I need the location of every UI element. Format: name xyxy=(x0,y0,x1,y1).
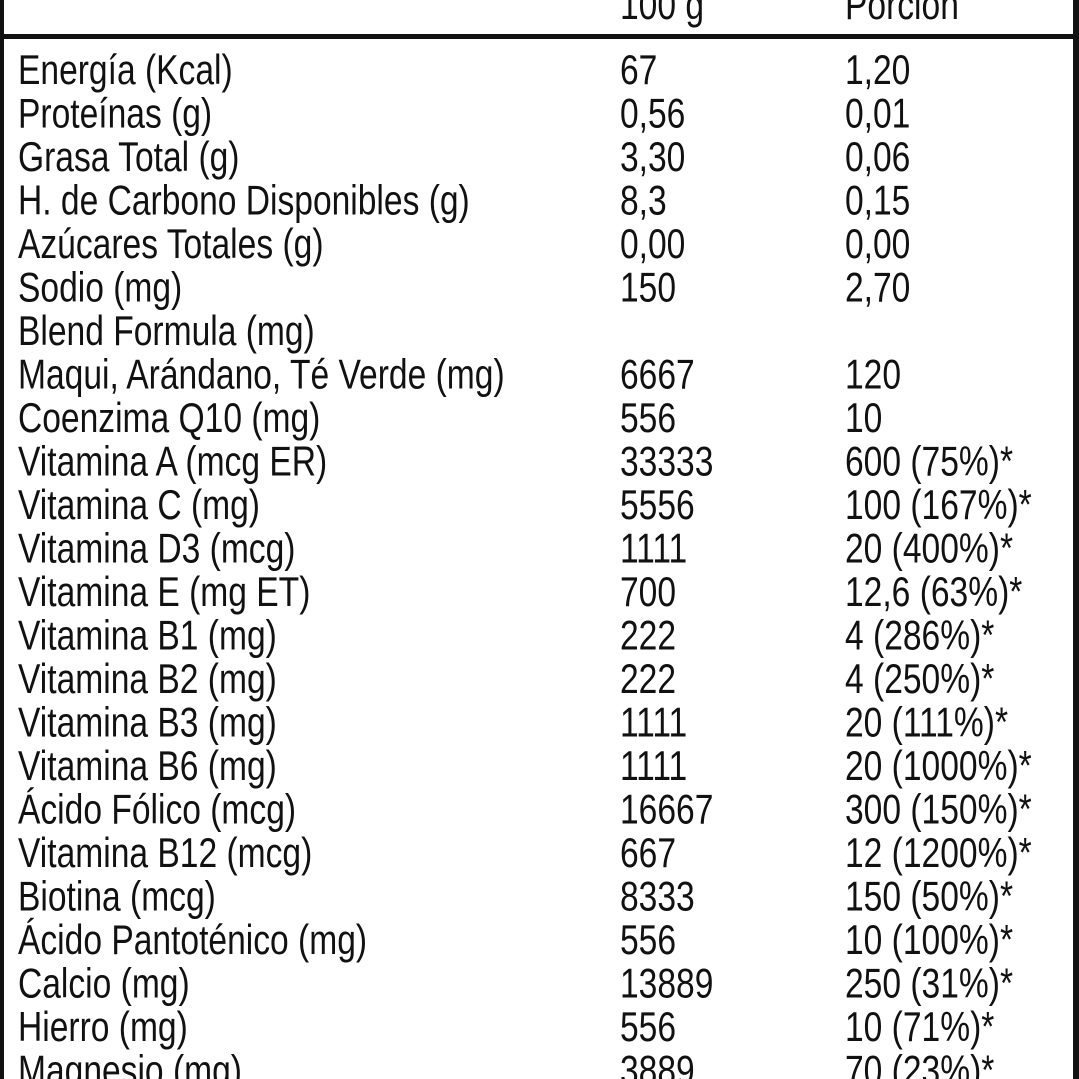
row-value: 700 xyxy=(620,570,676,616)
row-label: Hierro (mg) xyxy=(18,1005,188,1051)
row-value: 70 (23%)* xyxy=(845,1048,995,1079)
row-value: 150 xyxy=(620,265,676,311)
row-value: 20 (111%)* xyxy=(845,700,1008,746)
row-value: 0,06 xyxy=(845,135,910,181)
row-value: 250 (31%)* xyxy=(845,961,1013,1007)
left-border xyxy=(0,0,4,1079)
row-label: Vitamina B3 (mg) xyxy=(18,700,277,746)
row-value: 10 (100%)* xyxy=(845,918,1013,964)
row-value: 33333 xyxy=(620,439,713,485)
row-value: 12 (1200%)* xyxy=(845,831,1032,877)
row-value: 1,20 xyxy=(845,48,910,94)
row-label: Vitamina B1 (mg) xyxy=(18,613,277,659)
row-value: 222 xyxy=(620,613,676,659)
row-value: 4 (250%)* xyxy=(845,657,995,703)
row-value: 556 xyxy=(620,918,676,964)
row-value: 8,3 xyxy=(620,178,667,224)
row-value: 300 (150%)* xyxy=(845,787,1032,833)
header-rule xyxy=(0,34,1079,39)
row-value: 10 (71%)* xyxy=(845,1005,995,1051)
row-label: Vitamina B12 (mcg) xyxy=(18,831,312,877)
row-value: 100 (167%)* xyxy=(845,483,1032,529)
right-border xyxy=(1073,0,1079,1079)
row-label: Vitamina C (mg) xyxy=(18,483,260,529)
row-label: Energía (Kcal) xyxy=(18,48,233,94)
row-value: 67 xyxy=(620,48,657,94)
row-value: 1111 xyxy=(620,700,687,746)
row-value: 8333 xyxy=(620,874,695,920)
row-value: 5556 xyxy=(620,483,695,529)
column-header: 100 g xyxy=(620,0,704,29)
row-value: 6667 xyxy=(620,352,695,398)
row-value: 4 (286%)* xyxy=(845,613,995,659)
row-label: Ácido Fólico (mcg) xyxy=(18,786,296,833)
table-body: 100 g Porción Energía (Kcal) 67 1,20 Proteína… xyxy=(18,0,1032,1079)
row-label: Biotina (mcg) xyxy=(18,874,216,920)
row-label: Maqui, Arándano, Té Verde (mg) xyxy=(18,352,505,398)
row-value: 667 xyxy=(620,831,676,877)
row-value: 0,01 xyxy=(845,91,910,137)
row-value: 1111 xyxy=(620,526,687,572)
row-label: H. de Carbono Disponibles (g) xyxy=(18,178,470,224)
row-label: Magnesio (mg) xyxy=(18,1048,242,1079)
row-label: Vitamina B6 (mg) xyxy=(18,744,277,790)
row-value: 20 (400%)* xyxy=(845,526,1013,572)
row-label: Ácido Pantoténico (mg) xyxy=(18,917,367,964)
row-value: 2,70 xyxy=(845,265,910,311)
row-value: 150 (50%)* xyxy=(845,874,1013,920)
row-value: 16667 xyxy=(620,787,713,833)
row-value: 12,6 (63%)* xyxy=(845,570,1023,616)
row-value: 0,15 xyxy=(845,178,910,224)
row-label: Proteínas (g) xyxy=(18,91,212,137)
row-value: 3889 xyxy=(620,1048,695,1079)
row-value: 0,00 xyxy=(620,222,685,268)
row-label: Calcio (mg) xyxy=(18,961,190,1007)
row-label: Sodio (mg) xyxy=(18,265,182,311)
row-label: Coenzima Q10 (mg) xyxy=(18,396,320,442)
row-value: 120 xyxy=(845,352,901,398)
column-header: Porción xyxy=(845,0,959,29)
row-value: 3,30 xyxy=(620,135,685,181)
row-value: 13889 xyxy=(620,961,713,1007)
row-value: 600 (75%)* xyxy=(845,439,1013,485)
row-value: 20 (1000%)* xyxy=(845,744,1032,790)
row-label: Vitamina D3 (mcg) xyxy=(18,526,295,572)
row-value: 0,56 xyxy=(620,91,685,137)
row-label: Blend Formula (mg) xyxy=(18,309,315,355)
row-label: Grasa Total (g) xyxy=(18,135,240,181)
row-value: 0,00 xyxy=(845,222,910,268)
row-label: Vitamina E (mg ET) xyxy=(18,570,310,616)
row-label: Vitamina B2 (mg) xyxy=(18,657,277,703)
row-value: 1111 xyxy=(620,744,687,790)
row-value: 222 xyxy=(620,657,676,703)
row-value: 556 xyxy=(620,396,676,442)
row-value: 556 xyxy=(620,1005,676,1051)
row-label: Azúcares Totales (g) xyxy=(18,222,324,268)
row-value: 10 xyxy=(845,396,882,442)
row-label: Vitamina A (mcg ER) xyxy=(18,439,327,485)
